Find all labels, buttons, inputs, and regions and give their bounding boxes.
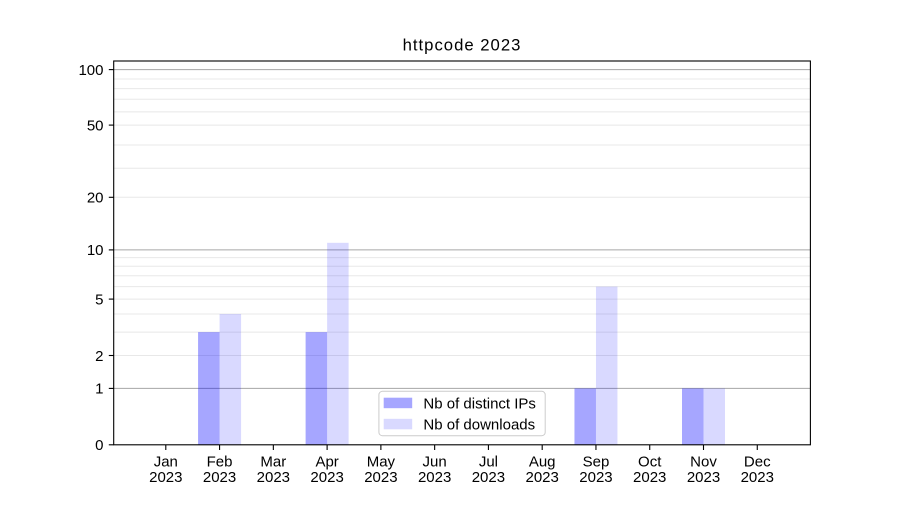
svg-text:2023: 2023 <box>418 469 451 486</box>
svg-text:100: 100 <box>78 62 103 79</box>
svg-text:Jun: Jun <box>423 454 447 471</box>
svg-text:httpcode 2023: httpcode 2023 <box>403 36 522 55</box>
svg-text:Oct: Oct <box>638 454 662 471</box>
svg-text:2023: 2023 <box>257 469 290 486</box>
svg-text:Jul: Jul <box>479 454 498 471</box>
svg-text:1: 1 <box>95 381 103 398</box>
svg-text:2023: 2023 <box>579 469 612 486</box>
svg-text:Mar: Mar <box>260 454 286 471</box>
svg-text:2023: 2023 <box>472 469 505 486</box>
svg-text:10: 10 <box>87 242 104 259</box>
svg-text:50: 50 <box>87 117 104 134</box>
svg-text:2023: 2023 <box>149 469 182 486</box>
svg-text:May: May <box>367 454 396 471</box>
svg-text:2023: 2023 <box>364 469 397 486</box>
svg-text:Nov: Nov <box>690 454 717 471</box>
svg-text:Aug: Aug <box>529 454 556 471</box>
svg-text:2023: 2023 <box>310 469 343 486</box>
svg-text:2023: 2023 <box>687 469 720 486</box>
svg-text:2: 2 <box>95 348 103 365</box>
svg-text:Sep: Sep <box>583 454 610 471</box>
svg-text:2023: 2023 <box>203 469 236 486</box>
svg-text:Nb of distinct IPs: Nb of distinct IPs <box>423 395 536 412</box>
svg-text:Jan: Jan <box>154 454 178 471</box>
svg-text:2023: 2023 <box>633 469 666 486</box>
svg-text:Nb of downloads: Nb of downloads <box>423 416 535 433</box>
svg-text:0: 0 <box>95 437 103 454</box>
svg-text:2023: 2023 <box>526 469 559 486</box>
svg-text:Apr: Apr <box>315 454 338 471</box>
svg-text:20: 20 <box>87 190 104 207</box>
svg-text:5: 5 <box>95 291 103 308</box>
svg-text:2023: 2023 <box>741 469 774 486</box>
svg-text:Dec: Dec <box>744 454 771 471</box>
svg-text:Feb: Feb <box>207 454 233 471</box>
